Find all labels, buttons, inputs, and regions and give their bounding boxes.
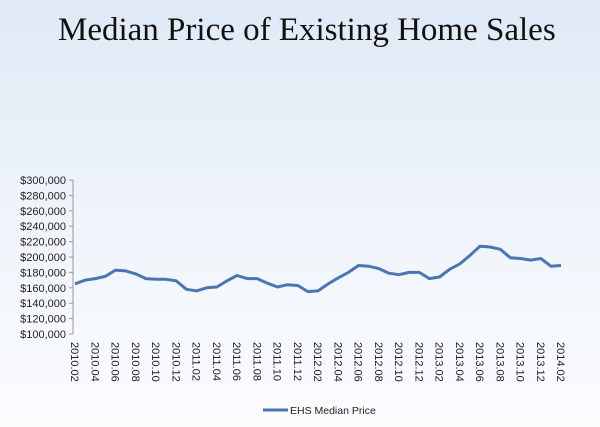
series-line-ehs-median-price — [74, 244, 562, 294]
x-tick-label: 2013.02 — [433, 342, 445, 382]
x-tick-label: 2014.02 — [554, 342, 566, 382]
chart-title: Median Price of Existing Home Sales — [58, 12, 556, 48]
x-tick-label: 2013.12 — [534, 342, 546, 382]
x-tick-label: 2012.08 — [372, 342, 384, 382]
x-tick-label: 2012.04 — [331, 342, 343, 382]
x-tick-label: 2010.08 — [129, 342, 141, 382]
y-tick-label: $300,000 — [20, 175, 66, 187]
y-tick-label: $220,000 — [20, 237, 66, 249]
x-tick-label: 2011.02 — [190, 342, 202, 381]
x-tick-label: 2011.08 — [250, 342, 262, 381]
x-tick-label: 2013.04 — [453, 342, 465, 382]
x-tick-label: 2011.12 — [291, 342, 303, 381]
x-tick-label: 2011.10 — [271, 342, 283, 381]
x-tick-label: 2010.02 — [68, 342, 80, 382]
x-tick-label: 2010.04 — [88, 342, 100, 382]
x-tick-label: 2013.06 — [473, 342, 485, 382]
y-tick-label: $280,000 — [20, 190, 66, 202]
y-tick-label: $120,000 — [20, 314, 66, 326]
x-tick-label: 2013.08 — [493, 342, 505, 382]
x-tick-label: 2013.10 — [514, 342, 526, 382]
legend-label: EHS Median Price — [290, 405, 376, 417]
x-tick-label: 2010.06 — [109, 342, 121, 382]
y-tick-label: $240,000 — [20, 221, 66, 233]
x-tick-label: 2012.02 — [311, 342, 323, 382]
x-tick-label: 2012.06 — [352, 342, 364, 382]
x-tick-label: 2011.04 — [210, 342, 222, 381]
x-tick-label: 2010.10 — [149, 342, 161, 382]
y-tick-label: $260,000 — [20, 206, 66, 218]
x-tick-label: 2012.12 — [412, 342, 424, 382]
y-tick-label: $160,000 — [20, 283, 66, 295]
y-tick-label: $140,000 — [20, 298, 66, 310]
y-tick-label: $100,000 — [20, 329, 66, 341]
x-tick-label: 2010.12 — [169, 342, 181, 382]
y-tick-label: $200,000 — [20, 252, 66, 264]
x-tick-label: 2012.10 — [392, 342, 404, 382]
x-tick-label: 2011.06 — [230, 342, 242, 381]
y-tick-label: $180,000 — [20, 267, 66, 279]
